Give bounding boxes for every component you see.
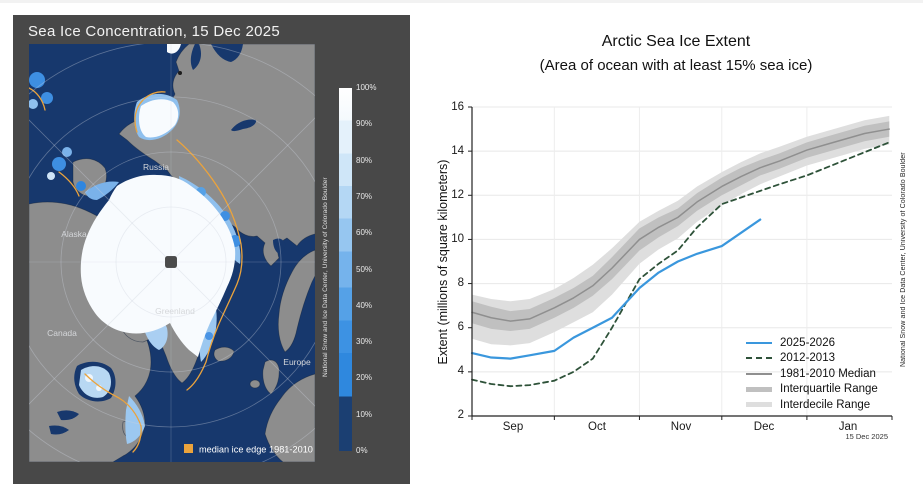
legend-line-swatch [746,357,772,360]
y-tick-label: 14 [451,145,464,157]
legend-line-swatch [746,341,772,345]
legend-label: 2025-2026 [780,337,835,349]
land-ireland [249,379,261,389]
legend-item: 2025-2026 [746,337,878,349]
label-greenland: Greenland [155,306,195,316]
median-edge-legend-label: median ice edge 1981-2010 [199,445,313,455]
x-tick-label: Oct [588,421,606,433]
y-tick-label: 6 [457,321,464,333]
chart-credit: National Snow and Ice Data Center, Unive… [900,152,907,368]
legend-band-swatch [746,386,772,392]
ice-top-edge [167,44,181,54]
colorbar-tick: 50% [356,265,373,274]
white-sea [273,238,286,254]
legend-item: Interquartile Range [746,383,878,395]
colorbar-tick: 30% [356,337,373,346]
date-annotation: 15 Dec 2025 [845,432,888,441]
map-title: Sea Ice Concentration, 15 Dec 2025 [28,23,281,40]
chart-legend: 2025-2026 2012-2013 1981-2010 Median Int… [746,337,878,414]
pole-data-hole [165,256,177,268]
legend-line-swatch [746,372,772,376]
colorbar-tick: 10% [356,410,373,419]
great-lakes [57,410,79,421]
y-tick-label: 12 [451,189,464,201]
label-europe: Europe [283,357,311,367]
colorbar-tick: 60% [356,228,373,237]
chart-title: Arctic Sea Ice Extent [601,33,751,50]
median-ice-edge-line [29,87,243,453]
land-uk [262,359,280,395]
polar-map: Russia Alaska Canada Greenland Europe me… [29,44,315,462]
colorbar-tick: 80% [356,156,373,165]
y-tick-label: 10 [451,233,464,245]
legend-label: Interdecile Range [780,398,871,411]
concentration-colorbar [339,88,352,451]
colorbar-tick: 20% [356,373,373,382]
colorbar-tick: 40% [356,301,373,310]
legend-label: 2012-2013 [780,352,835,365]
extent-chart-panel: Arctic Sea Ice Extent (Area of ocean wit… [430,3,923,495]
land-europe [264,373,315,462]
station-dot [178,71,182,75]
ice-pack [80,44,236,357]
lake-baikal [231,119,257,132]
colorbar-tick: 100% [356,83,377,92]
label-alaska: Alaska [61,229,87,239]
label-russia: Russia [143,162,169,172]
y-tick-label: 4 [457,365,464,377]
colorbar-tick: 0% [356,446,368,455]
median-edge-legend-swatch [184,444,193,453]
legend-band-swatch [746,402,772,408]
great-lakes [49,425,69,435]
legend-item: 1981-2010 Median [746,368,878,380]
legend-item: 2012-2013 [746,352,878,364]
legend-label: Interquartile Range [780,383,878,396]
legend-label: 1981-2010 Median [780,367,876,380]
x-tick-label: Sep [502,421,524,433]
ice-svalbard [138,99,179,138]
x-tick-label: Nov [670,421,692,433]
sea-ice-map-panel: Sea Ice Concentration, 15 Dec 2025 [13,15,410,484]
label-canada: Canada [47,328,77,338]
land-scandinavia [277,249,315,353]
y-tick-label: 8 [457,277,464,289]
map-place-labels: Russia Alaska Canada Greenland Europe [47,162,311,367]
x-tick-label: Dec [753,421,775,433]
y-tick-label: 16 [451,101,464,113]
y-tick-label: 2 [457,409,464,421]
chart-subtitle: (Area of ocean with at least 15% sea ice… [539,57,813,74]
chart-canvas [468,106,893,420]
colorbar-tick: 70% [356,192,373,201]
legend-item: Interdecile Range [746,399,878,411]
map-credit: National Snow and Ice Data Center, Unive… [322,177,329,377]
land-iceland [213,346,235,362]
colorbar-tick: 90% [356,119,373,128]
x-tick-label: Jan [838,421,858,433]
